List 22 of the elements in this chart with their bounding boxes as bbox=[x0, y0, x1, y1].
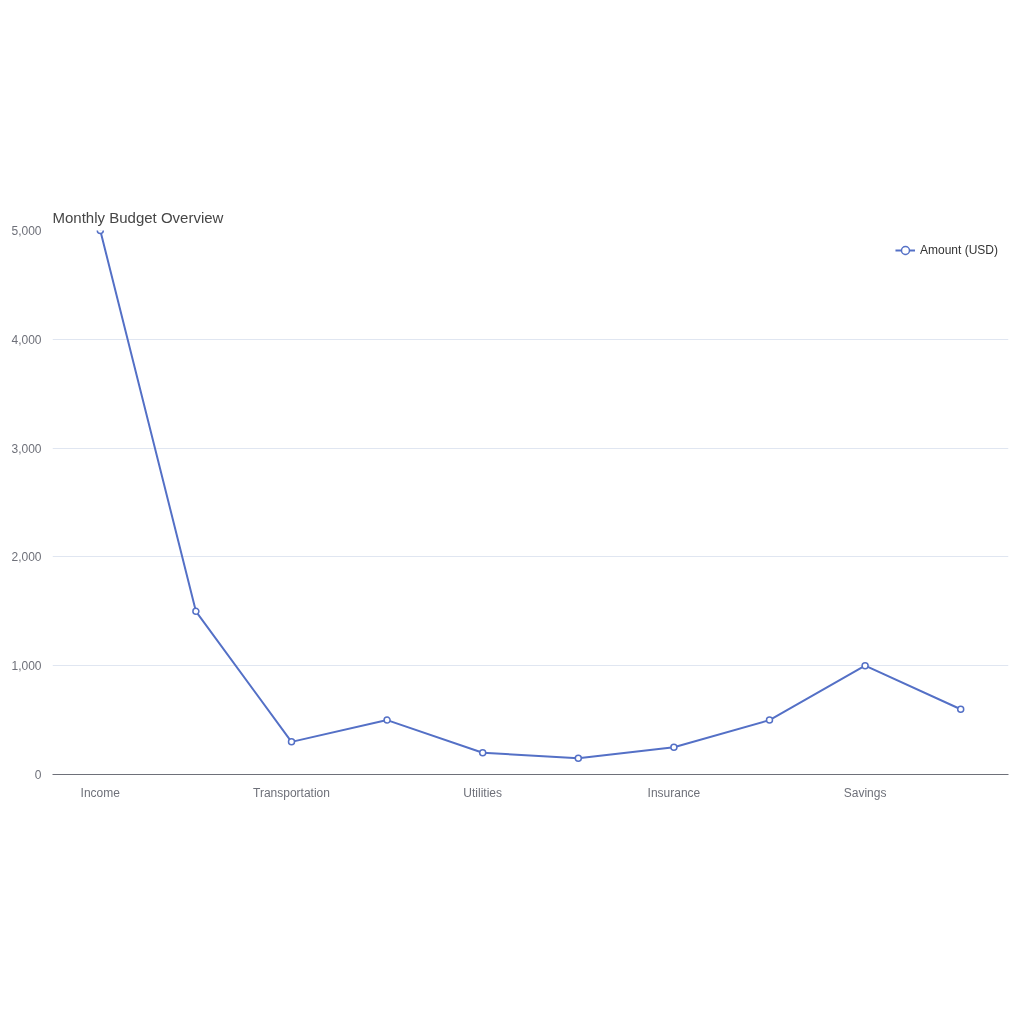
point bbox=[383, 716, 391, 724]
x-tick-label: Utilities bbox=[463, 785, 503, 800]
point bbox=[861, 661, 869, 670]
legend-label: Amount (USD) bbox=[919, 243, 998, 257]
chart-title: Monthly Budget Overview bbox=[52, 208, 224, 226]
point bbox=[574, 754, 583, 762]
point bbox=[192, 607, 200, 616]
point bbox=[765, 716, 774, 724]
y-tick-label: 1,000 bbox=[11, 659, 42, 674]
point bbox=[670, 743, 678, 752]
y-tick-label: 3,000 bbox=[11, 441, 42, 456]
y-tick-label: 0 bbox=[34, 768, 42, 782]
x-tick-label: Savings bbox=[843, 785, 887, 800]
y-tick-label: 4,000 bbox=[11, 332, 42, 347]
point bbox=[478, 749, 487, 757]
x-tick-label: Income bbox=[80, 785, 121, 800]
point bbox=[956, 705, 965, 713]
x-tick-label: Insurance bbox=[647, 785, 701, 800]
y-tick-label: 5,000 bbox=[11, 224, 42, 238]
point bbox=[287, 738, 296, 746]
x-tick-label: Transportation bbox=[253, 785, 330, 800]
y-tick-label: 2,000 bbox=[11, 550, 42, 565]
